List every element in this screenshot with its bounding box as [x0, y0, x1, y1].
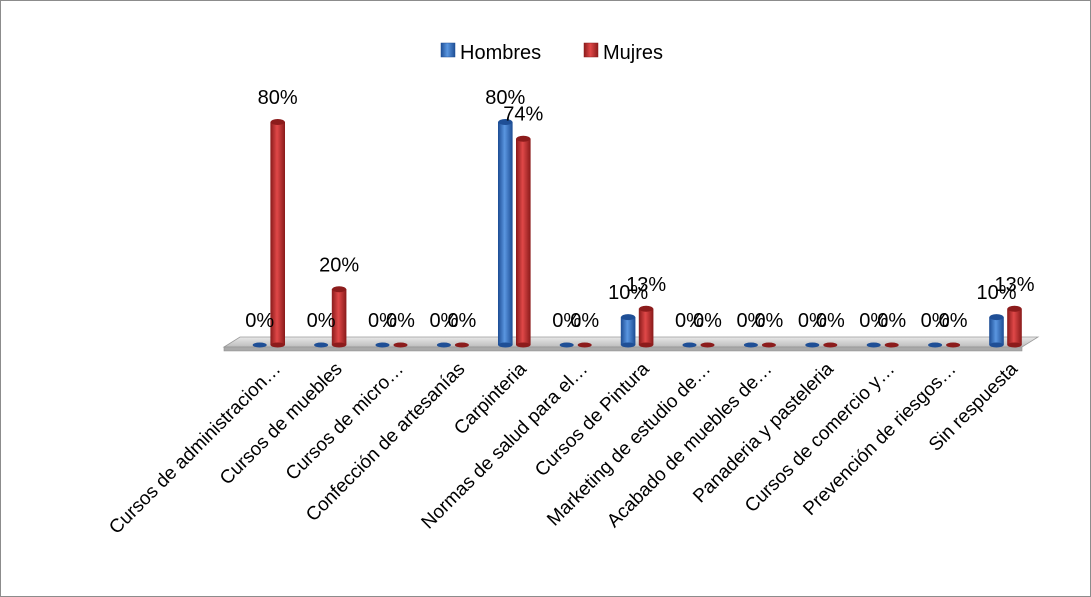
value-label-mujres-8: 0%	[754, 310, 783, 332]
bar-hombres-6	[620, 314, 636, 348]
bar-hombres-4	[497, 119, 513, 348]
value-label-mujres-3: 0%	[447, 310, 476, 332]
bar-hombres-1	[314, 342, 329, 348]
value-labels-group: 0%80%0%20%0%0% 0%0%80%74%0%0%10%13%0%0% 0%…	[245, 87, 1034, 332]
value-label-hombres-1: 0%	[307, 310, 336, 332]
bar-hombres-9	[805, 342, 820, 348]
value-label-mujres-0: 80%	[258, 87, 298, 109]
category-label-2: Cursos de micro…	[282, 359, 408, 485]
legend-swatch-mujres	[583, 42, 599, 58]
bar-mujres-3	[454, 342, 469, 348]
value-label-hombres-8: 0%	[736, 310, 765, 332]
value-label-hombres-3: 0%	[429, 310, 458, 332]
bars-group	[252, 119, 1022, 348]
value-label-hombres-0: 0%	[245, 310, 274, 332]
value-label-hombres-10: 0%	[859, 310, 888, 332]
value-label-hombres-2: 0%	[368, 310, 397, 332]
value-label-hombres-4: 80%	[485, 87, 525, 109]
value-label-mujres-1: 20%	[319, 254, 359, 276]
value-label-mujres-5: 0%	[570, 310, 599, 332]
category-label-6: Cursos de Pintura	[531, 358, 654, 481]
bar-hombres-8	[743, 342, 758, 348]
value-label-mujres-12: 13%	[994, 274, 1034, 296]
value-label-mujres-4: 74%	[503, 104, 543, 126]
value-label-mujres-10: 0%	[877, 310, 906, 332]
bar-hombres-3	[436, 342, 451, 348]
value-label-mujres-11: 0%	[939, 310, 968, 332]
value-label-hombres-9: 0%	[798, 310, 827, 332]
value-label-hombres-12: 10%	[976, 282, 1016, 304]
bar-hombres-0	[252, 342, 267, 348]
bar-mujres-0	[270, 119, 286, 348]
legend-label-mujres: Mujres	[603, 42, 663, 64]
bar-hombres-12	[989, 314, 1004, 348]
bar-mujres-10	[884, 342, 899, 348]
value-label-hombres-6: 10%	[608, 282, 648, 304]
bar-mujres-12	[1007, 305, 1022, 348]
bar-mujres-2	[393, 342, 408, 348]
bar-mujres-5	[577, 342, 592, 348]
bar-mujres-6	[638, 305, 654, 348]
value-label-mujres-2: 0%	[386, 310, 415, 332]
bar-hombres-7	[682, 342, 697, 348]
legend-label-hombres: Hombres	[460, 42, 541, 64]
bar-mujres-9	[823, 342, 838, 348]
value-label-mujres-6: 13%	[626, 274, 666, 296]
bar-mujres-11	[946, 342, 961, 348]
value-label-hombres-5: 0%	[552, 310, 581, 332]
bar-hombres-2	[375, 342, 390, 348]
bar-hombres-5	[559, 342, 574, 348]
legend: Hombres Mujres	[440, 42, 663, 64]
bar-mujres-7	[700, 342, 715, 348]
bar-hombres-10	[866, 342, 881, 348]
legend-swatch-hombres	[440, 42, 456, 58]
bar-mujres-4	[515, 135, 531, 348]
category-ticks-group: Cursos de administracion…Cursos de muebl…	[105, 358, 1022, 538]
bar-hombres-11	[928, 342, 943, 348]
bar-mujres-8	[761, 342, 776, 348]
value-label-hombres-7: 0%	[675, 310, 704, 332]
bar-mujres-1	[331, 286, 347, 348]
floor-front	[223, 346, 1023, 352]
value-label-mujres-7: 0%	[693, 310, 722, 332]
value-label-hombres-11: 0%	[921, 310, 950, 332]
value-label-mujres-9: 0%	[816, 310, 845, 332]
